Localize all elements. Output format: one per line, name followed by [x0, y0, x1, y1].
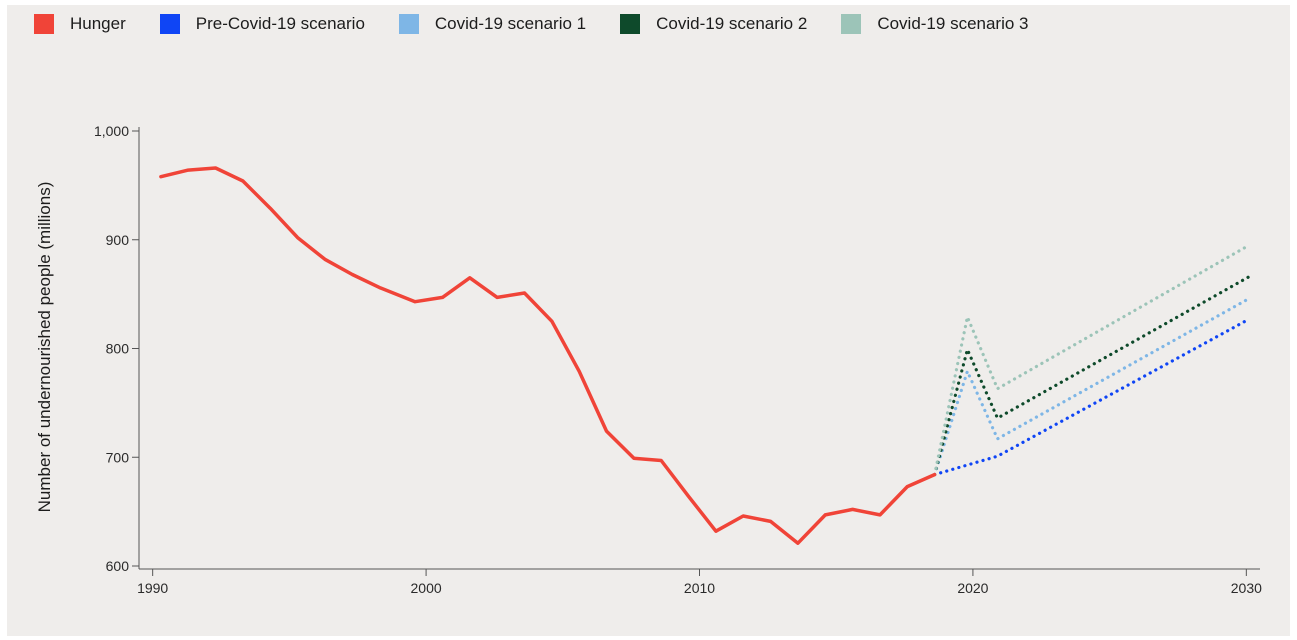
chart-axes: 600 700 800 900 1,000 1990 2000 2010 2020 2030: [94, 123, 1262, 596]
x-tick-label: 1990: [137, 580, 168, 596]
series-line-pre-covid-19-scenario: [932, 317, 1251, 477]
legend-label-pre-covid: Pre-Covid-19 scenario: [195, 14, 365, 33]
y-tick-label: 700: [106, 449, 130, 465]
y-tick-label: 800: [106, 341, 130, 357]
legend-item-covid-2: Covid-19 scenario 2: [620, 14, 807, 34]
legend-swatch-covid-1: [398, 14, 419, 34]
x-tick-label: 2000: [411, 580, 442, 596]
y-tick-label: 900: [106, 232, 130, 248]
series-line-covid-19-scenario-3: [932, 243, 1251, 477]
legend-label-covid-3: Covid-19 scenario 3: [877, 14, 1029, 33]
series-line-covid-19-scenario-1: [932, 296, 1251, 477]
y-tick-label: 600: [106, 558, 130, 574]
legend-item-covid-3: Covid-19 scenario 3: [841, 14, 1029, 34]
series-line-covid-19-scenario-2: [932, 275, 1251, 477]
x-tick-label: 2030: [1231, 580, 1262, 596]
legend-swatch-covid-2: [620, 14, 641, 34]
legend-swatch-hunger: [34, 14, 54, 34]
legend-item-hunger: Hunger: [34, 14, 126, 34]
legend-label-covid-1: Covid-19 scenario 1: [434, 14, 587, 33]
chart-series: [159, 166, 1251, 545]
legend-label-covid-2: Covid-19 scenario 2: [656, 14, 808, 33]
series-line-hunger: [159, 166, 937, 545]
y-tick-label: 1,000: [94, 123, 129, 139]
legend-swatch-pre-covid: [159, 14, 180, 34]
legend-item-pre-covid: Pre-Covid-19 scenario: [159, 14, 365, 34]
chart-panel: [7, 5, 1290, 636]
x-tick-label: 2020: [957, 580, 988, 596]
legend-item-covid-1: Covid-19 scenario 1: [398, 14, 587, 34]
x-tick-label: 2010: [684, 580, 715, 596]
legend-label-hunger: Hunger: [70, 14, 126, 33]
legend-swatch-covid-3: [841, 14, 862, 34]
chart-legend: Hunger Pre-Covid-19 scenario Covid-19 sc…: [34, 14, 1063, 34]
y-axis-title: Number of undernourished people (million…: [35, 182, 54, 513]
